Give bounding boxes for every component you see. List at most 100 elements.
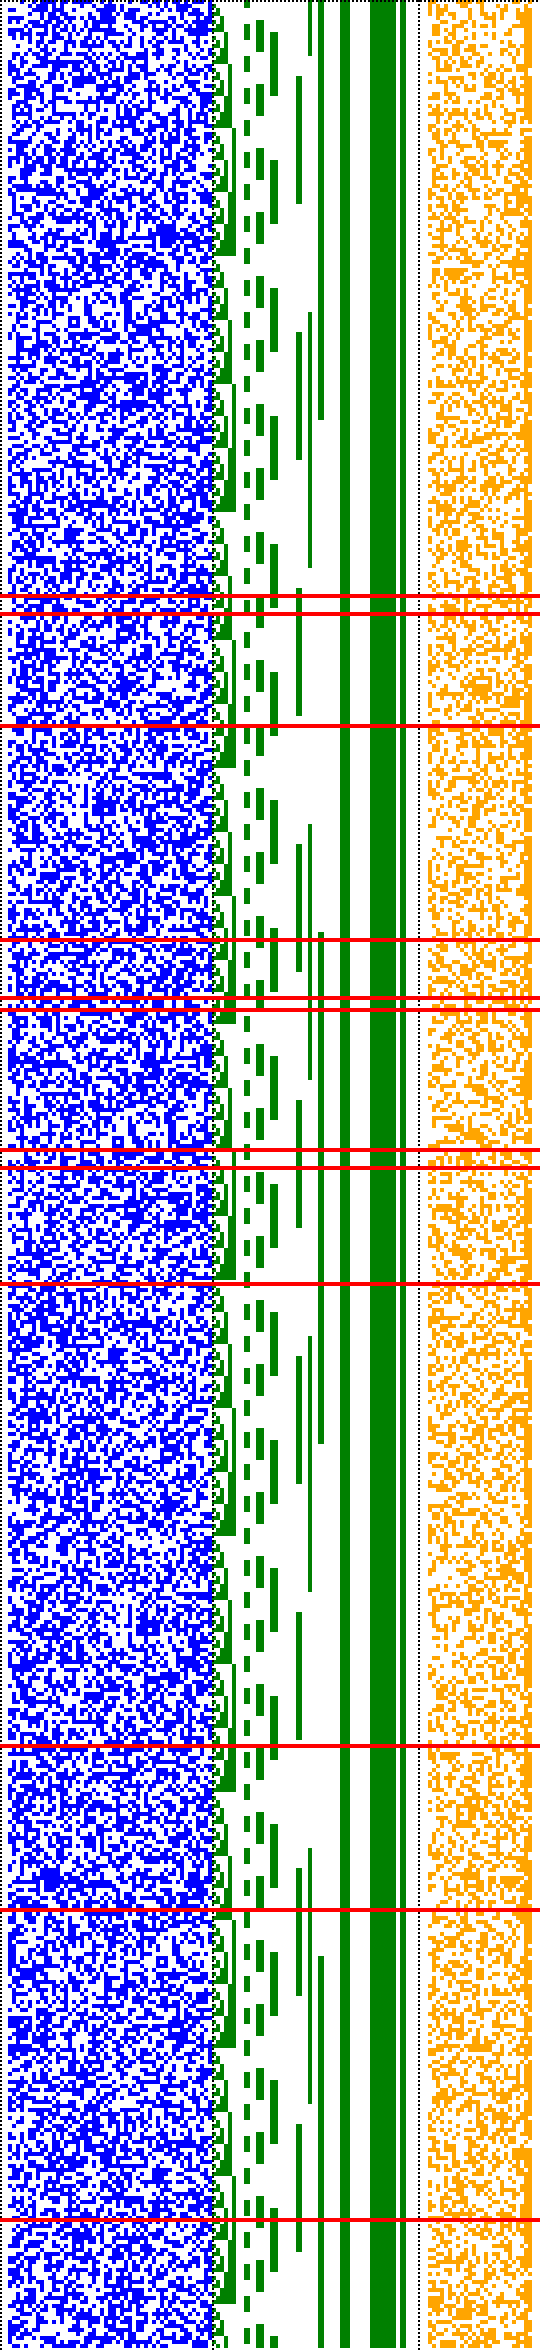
blue-bit-cell	[184, 180, 188, 184]
blue-bit-cell	[108, 360, 112, 364]
blue-bit-cell	[52, 636, 56, 640]
blue-bit-cell	[92, 620, 96, 624]
blue-bit-cell	[152, 148, 156, 152]
blue-bit-cell	[28, 248, 32, 252]
blue-bit-cell	[40, 688, 44, 692]
blue-bit-cell	[64, 528, 68, 532]
blue-bit-cell	[48, 376, 52, 380]
blue-bit-cell	[52, 460, 56, 464]
blue-bit-cell	[52, 76, 56, 80]
blue-bit-cell	[128, 12, 132, 16]
blue-bit-cell	[72, 400, 76, 404]
blue-bit-cell	[152, 24, 156, 28]
blue-bit-cell	[184, 540, 188, 544]
blue-bit-cell	[108, 224, 112, 228]
blue-bit-cell	[208, 660, 212, 664]
blue-bit-cell	[208, 428, 212, 432]
blue-bit-cell	[132, 396, 136, 400]
blue-bit-cell	[52, 480, 56, 484]
blue-bit-cell	[164, 648, 168, 652]
blue-bit-cell	[28, 108, 32, 112]
blue-bit-cell	[196, 604, 200, 608]
blue-bit-cell	[160, 720, 164, 724]
blue-bit-cell	[52, 12, 56, 16]
blue-bit-cell	[112, 400, 116, 404]
blue-bit-cell	[160, 732, 164, 736]
blue-bit-cell	[52, 324, 56, 328]
blue-bit-cell	[16, 464, 20, 468]
blue-bit-cell	[196, 744, 200, 748]
blue-bit-cell	[164, 144, 168, 148]
blue-bit-cell	[184, 636, 188, 640]
blue-bit-cell	[144, 88, 148, 92]
blue-bit-cell	[92, 416, 96, 420]
blue-bit-cell	[148, 260, 152, 264]
blue-bit-cell	[28, 12, 32, 16]
blue-bit-cell	[184, 332, 188, 336]
blue-bit-cell	[140, 584, 144, 588]
blue-bit-cell	[84, 412, 88, 416]
blue-bit-cell	[192, 672, 196, 676]
blue-bit-cell	[180, 212, 184, 216]
blue-bit-cell	[76, 716, 80, 720]
blue-bit-cell	[116, 640, 120, 644]
blue-bit-cell	[128, 764, 132, 768]
blue-bit-cell	[112, 756, 116, 760]
blue-bit-cell	[52, 420, 56, 424]
blue-bit-cell	[176, 124, 180, 128]
blue-bit-cell	[88, 760, 92, 764]
blue-bit-cell	[156, 520, 160, 524]
blue-bit-cell	[200, 672, 204, 676]
blue-bit-cell	[168, 588, 172, 592]
blue-bit-cell	[16, 700, 20, 704]
blue-bit-cell	[132, 348, 136, 352]
blue-bit-cell	[132, 340, 136, 344]
blue-bit-cell	[152, 764, 156, 768]
blue-bit-cell	[192, 544, 196, 548]
blue-bit-cell	[80, 396, 84, 400]
blue-bit-cell	[80, 508, 84, 512]
blue-bit-cell	[132, 84, 136, 88]
blue-bit-cell	[132, 16, 136, 20]
blue-bit-cell	[28, 260, 32, 264]
blue-bit-cell	[64, 276, 68, 280]
blue-bit-cell	[164, 476, 168, 480]
blue-bit-cell	[116, 684, 120, 688]
blue-bit-cell	[36, 564, 40, 568]
blue-bit-cell	[196, 112, 200, 116]
blue-bit-cell	[120, 672, 124, 676]
blue-bit-cell	[136, 132, 140, 136]
blue-bit-cell	[208, 244, 212, 248]
blue-bit-cell	[192, 584, 196, 588]
blue-bit-cell	[120, 52, 124, 56]
blue-bit-cell	[52, 156, 56, 160]
blue-bit-cell	[32, 404, 36, 408]
blue-bit-cell	[20, 172, 24, 176]
blue-bit-cell	[148, 108, 152, 112]
blue-bit-cell	[60, 768, 64, 772]
blue-bit-cell	[36, 572, 40, 576]
blue-bit-cell	[128, 436, 132, 440]
blue-bit-cell	[192, 416, 196, 420]
blue-bit-cell	[128, 380, 132, 384]
blue-bit-cell	[180, 256, 184, 260]
blue-bit-cell	[116, 48, 120, 52]
blue-bit-cell	[176, 196, 180, 200]
blue-bit-cell	[172, 504, 176, 508]
blue-bit-cell	[168, 152, 172, 156]
blue-bit-cell	[112, 384, 116, 388]
blue-bit-cell	[208, 132, 212, 136]
blue-bit-cell	[116, 376, 120, 380]
blue-bit-cell	[164, 88, 168, 92]
blue-bit-cell	[160, 456, 164, 460]
blue-bit-cell	[128, 632, 132, 636]
blue-bit-cell	[76, 436, 80, 440]
blue-bit-cell	[124, 308, 128, 312]
blue-bit-cell	[88, 200, 92, 204]
blue-bit-cell	[140, 404, 144, 408]
blue-bit-cell	[144, 492, 148, 496]
blue-bit-cell	[84, 392, 88, 396]
blue-bit-cell	[112, 44, 116, 48]
blue-bit-cell	[184, 748, 188, 752]
blue-bit-cell	[48, 132, 52, 136]
